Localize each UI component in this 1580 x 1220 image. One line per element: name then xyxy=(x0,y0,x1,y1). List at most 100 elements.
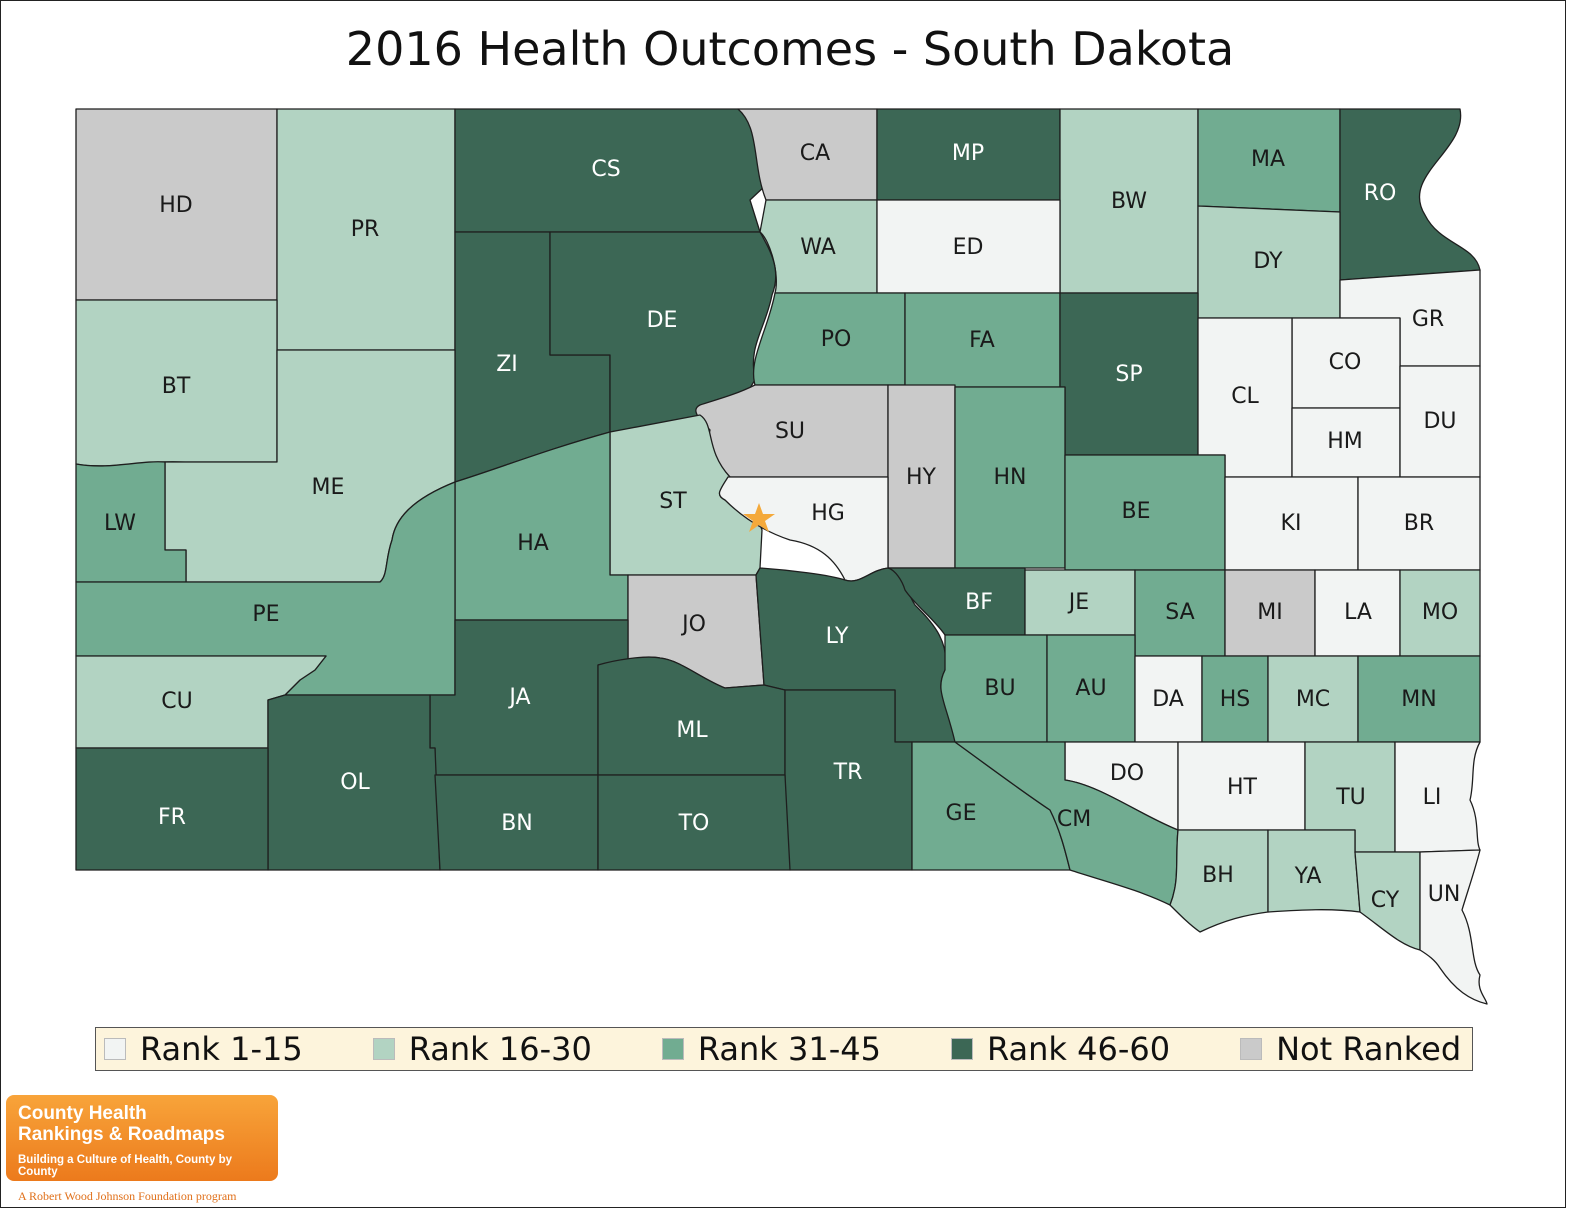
county-label-de: DE xyxy=(647,308,678,333)
county-label-du: DU xyxy=(1423,409,1456,434)
county-label-hm: HM xyxy=(1327,429,1363,454)
county-bh xyxy=(1169,829,1269,933)
county-label-cu: CU xyxy=(161,689,192,714)
county-label-po: PO xyxy=(821,327,852,352)
county-label-cm: CM xyxy=(1057,807,1091,832)
county-label-ge: GE xyxy=(946,801,977,826)
county-label-do: DO xyxy=(1110,761,1144,786)
county-label-zi: ZI xyxy=(496,352,518,377)
legend-item: Rank 46-60 xyxy=(950,1030,1171,1068)
county-label-ml: ML xyxy=(676,718,708,743)
county-label-bf: BF xyxy=(965,590,993,615)
county-label-cy: CY xyxy=(1371,888,1400,913)
county-label-co: CO xyxy=(1329,350,1362,375)
county-label-fr: FR xyxy=(158,805,186,830)
county-label-bw: BW xyxy=(1111,189,1147,214)
county-ml xyxy=(597,656,786,776)
map-title: 2016 Health Outcomes - South Dakota xyxy=(345,22,1235,76)
legend-item: Rank 16-30 xyxy=(372,1030,592,1068)
county-health-rankings-logo: County Health Rankings & Roadmaps Buildi… xyxy=(6,1095,278,1181)
county-label-cl: CL xyxy=(1231,384,1259,409)
county-label-hn: HN xyxy=(994,465,1027,490)
county-label-au: AU xyxy=(1075,676,1106,701)
logo-footer: A Robert Wood Johnson Foundation program xyxy=(18,1189,237,1203)
county-label-su: SU xyxy=(775,419,805,444)
county-label-sa: SA xyxy=(1165,600,1194,625)
county-to xyxy=(597,774,791,871)
legend-item: Not Ranked xyxy=(1240,1030,1461,1068)
legend-item: Rank 1-15 xyxy=(104,1030,303,1068)
county-un xyxy=(1419,849,1488,1005)
legend-swatch xyxy=(104,1038,126,1060)
county-label-ma: MA xyxy=(1251,147,1285,172)
county-label-ht: HT xyxy=(1227,775,1258,800)
county-label-bh: BH xyxy=(1202,863,1234,888)
legend-label: Rank 46-60 xyxy=(986,1030,1171,1068)
county-label-ol: OL xyxy=(340,770,370,795)
county-label-la: LA xyxy=(1344,600,1372,625)
legend-label: Not Ranked xyxy=(1276,1030,1462,1068)
logo-tagline: Building a Culture of Health, County by … xyxy=(18,1154,233,1178)
legend-label: Rank 31-45 xyxy=(697,1030,881,1068)
south-dakota-county-map: HD PR CS CA MP BW MA RO WA ED DY BT ZI DE PO FA SP GR CO CL… xyxy=(75,108,1488,1005)
county-label-hs: HS xyxy=(1220,687,1251,712)
county-label-hy: HY xyxy=(906,465,937,490)
county-label-tu: TU xyxy=(1335,785,1366,810)
county-label-tr: TR xyxy=(833,760,863,785)
county-label-to: TO xyxy=(678,811,710,836)
logo-line-1: County Health xyxy=(18,1103,147,1124)
county-label-gr: GR xyxy=(1412,307,1444,332)
county-label-mc: MC xyxy=(1296,687,1330,712)
map-legend: Rank 1-15 Rank 16-30 Rank 31-45 Rank 46-60 N… xyxy=(95,1027,1473,1071)
county-label-wa: WA xyxy=(800,235,836,260)
county-label-ca: CA xyxy=(800,141,830,166)
county-label-ya: YA xyxy=(1294,864,1322,889)
county-cm xyxy=(954,741,1179,906)
county-label-jo: JO xyxy=(680,612,706,637)
county-label-st: ST xyxy=(659,489,687,514)
county-label-cs: CS xyxy=(591,157,620,182)
county-label-bu: BU xyxy=(984,676,1015,701)
county-label-sp: SP xyxy=(1115,362,1142,387)
county-label-li: LI xyxy=(1423,785,1442,810)
county-label-mp: MP xyxy=(952,141,984,166)
county-label-hd: HD xyxy=(159,193,192,218)
county-lw xyxy=(75,461,187,583)
legend-swatch xyxy=(950,1038,973,1060)
county-label-ki: KI xyxy=(1281,511,1302,536)
county-label-be: BE xyxy=(1122,499,1151,524)
county-label-ly: LY xyxy=(826,624,849,649)
county-label-ro: RO xyxy=(1364,181,1397,206)
county-label-br: BR xyxy=(1404,511,1434,536)
county-label-mo: MO xyxy=(1422,600,1458,625)
logo-line-2: Rankings & Roadmaps xyxy=(18,1124,225,1145)
county-label-me: ME xyxy=(312,475,345,500)
county-label-bt: BT xyxy=(162,374,191,399)
county-label-hg: HG xyxy=(811,501,845,526)
county-fr xyxy=(75,747,269,871)
county-label-da: DA xyxy=(1152,687,1184,712)
county-label-ja: JA xyxy=(507,685,530,710)
county-label-mn: MN xyxy=(1401,687,1436,712)
county-label-un: UN xyxy=(1428,882,1461,907)
county-label-mi: MI xyxy=(1257,600,1282,625)
county-label-pe: PE xyxy=(252,602,279,627)
legend-label: Rank 16-30 xyxy=(408,1030,592,1068)
county-ol xyxy=(267,694,441,871)
county-label-ha: HA xyxy=(517,531,549,556)
county-label-fa: FA xyxy=(969,328,995,353)
legend-label: Rank 1-15 xyxy=(140,1030,303,1068)
county-label-pr: PR xyxy=(351,217,380,242)
legend-item: Rank 31-45 xyxy=(661,1030,881,1068)
legend-swatch xyxy=(1240,1038,1263,1060)
capital-star-icon xyxy=(743,503,775,532)
legend-swatch xyxy=(661,1038,684,1060)
county-label-ed: ED xyxy=(953,235,984,260)
county-label-dy: DY xyxy=(1253,249,1283,274)
county-ha xyxy=(454,431,629,621)
county-label-je: JE xyxy=(1067,590,1089,615)
legend-swatch xyxy=(372,1038,395,1060)
county-label-lw: LW xyxy=(104,511,136,536)
county-ro xyxy=(1339,108,1481,281)
